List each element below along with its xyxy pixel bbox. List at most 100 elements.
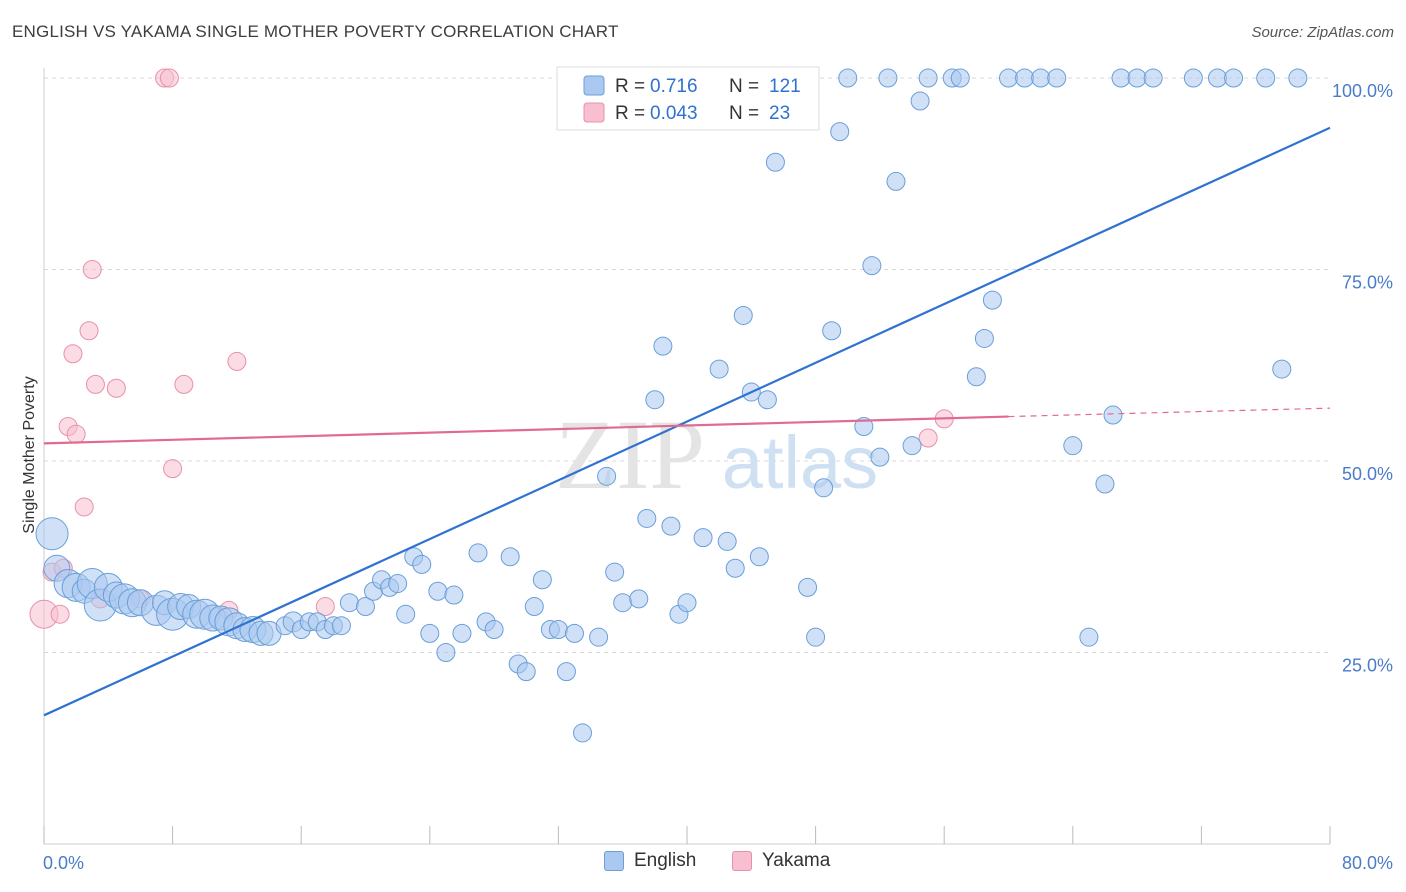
english-point (814, 478, 834, 498)
english-point (524, 597, 544, 617)
english-point (556, 662, 576, 682)
english-point (589, 627, 609, 647)
watermark-atlas: atlas (722, 421, 878, 504)
legend-english-n-label: N = (729, 76, 759, 97)
yakama-trend-line (43, 415, 1009, 445)
english-point (629, 589, 649, 609)
english-point (500, 547, 520, 567)
legend-item-yakama: Yakama (732, 850, 830, 872)
english-point (982, 290, 1002, 310)
english-point (974, 328, 994, 348)
chart-title: ENGLISH VS YAKAMA SINGLE MOTHER POVERTY … (12, 22, 619, 41)
english-point (661, 516, 681, 536)
yakama-point (79, 321, 99, 341)
yakama-point (227, 351, 247, 371)
english-point (1207, 68, 1227, 88)
english-point (838, 68, 858, 88)
yakama-point (50, 604, 70, 624)
english-point (749, 547, 769, 567)
english-point (725, 558, 745, 578)
english-point (966, 367, 986, 387)
x-tick-label-max: 80.0% (1342, 853, 1393, 873)
english-point (717, 531, 737, 551)
english-point (613, 593, 633, 613)
english-point (910, 91, 930, 111)
english-point (444, 585, 464, 605)
legend-label-yakama: Yakama (762, 850, 831, 871)
yakama-point (82, 260, 102, 279)
english-point (870, 447, 890, 467)
english-trend-line (43, 126, 1331, 717)
english-point (1031, 68, 1051, 88)
english-point (918, 68, 938, 88)
english-point (830, 122, 850, 142)
legend-yakama-r-label: R = (615, 103, 645, 124)
watermark-zip: ZIP (555, 399, 705, 510)
legend-swatch-english (583, 75, 605, 96)
legend-swatch-english-bottom (604, 851, 624, 871)
yakama-point (106, 378, 126, 398)
english-point (396, 604, 416, 624)
legend-english-r-value: 0.716 (650, 76, 698, 97)
legend-swatch-yakama (583, 102, 605, 123)
trend-lines (43, 126, 1331, 717)
legend-english-n-value: 121 (769, 76, 801, 97)
english-point (35, 517, 69, 551)
english-point (1127, 68, 1147, 88)
english-point (677, 593, 697, 613)
english-point (878, 68, 898, 88)
legend-swatch-yakama-bottom (732, 851, 752, 871)
yakama-point (85, 374, 105, 394)
y-tick-label: 50.0% (1342, 464, 1393, 484)
yakama-trend-line-extrapolated (1008, 407, 1331, 418)
yakama-point (63, 344, 83, 364)
legend-top: R = 0.716 N = 121 R = 0.043 N = 23 (556, 66, 820, 131)
english-point (428, 581, 448, 601)
english-point (1047, 68, 1067, 88)
yakama-point (159, 68, 179, 88)
yakama-points (29, 68, 954, 629)
english-point (412, 554, 432, 574)
english-point (548, 620, 568, 640)
yakama-point (174, 374, 194, 394)
english-point (1063, 436, 1083, 456)
english-point (339, 593, 359, 613)
english-point (564, 623, 584, 643)
english-point (605, 562, 625, 582)
english-point (1288, 68, 1308, 88)
y-tick-label: 25.0% (1342, 656, 1393, 676)
english-point (798, 577, 818, 597)
english-point (862, 256, 882, 276)
y-tick-label: 75.0% (1342, 273, 1393, 293)
y-tick-label: 100.0% (1332, 81, 1393, 101)
legend-yakama-n-label: N = (729, 103, 759, 124)
english-point (1079, 627, 1099, 647)
legend-yakama-n-value: 23 (769, 103, 790, 124)
yakama-point (66, 424, 86, 444)
english-point (693, 528, 713, 548)
english-point (822, 321, 842, 341)
english-point (999, 68, 1018, 88)
yakama-point (74, 497, 94, 517)
x-tick-labels: 0.0% 80.0% (43, 853, 1393, 873)
y-axis-label: Single Mother Poverty (21, 376, 38, 533)
yakama-point (918, 428, 938, 448)
english-point (733, 305, 753, 325)
english-point (1224, 68, 1244, 88)
english-point (902, 436, 922, 456)
source-credit: Source: ZipAtlas.com (1251, 24, 1394, 41)
legend-label-english: English (634, 850, 697, 871)
english-point (436, 643, 456, 662)
legend-yakama-r-value: 0.043 (650, 103, 698, 124)
english-point (1183, 68, 1203, 88)
english-point (637, 508, 657, 528)
english-point (468, 543, 488, 563)
yakama-point (163, 459, 183, 479)
english-point (950, 68, 970, 88)
legend-english-r-label: R = (615, 76, 645, 97)
english-point (484, 620, 504, 640)
english-point (1111, 68, 1131, 88)
english-point (645, 390, 665, 410)
english-point (532, 570, 552, 590)
